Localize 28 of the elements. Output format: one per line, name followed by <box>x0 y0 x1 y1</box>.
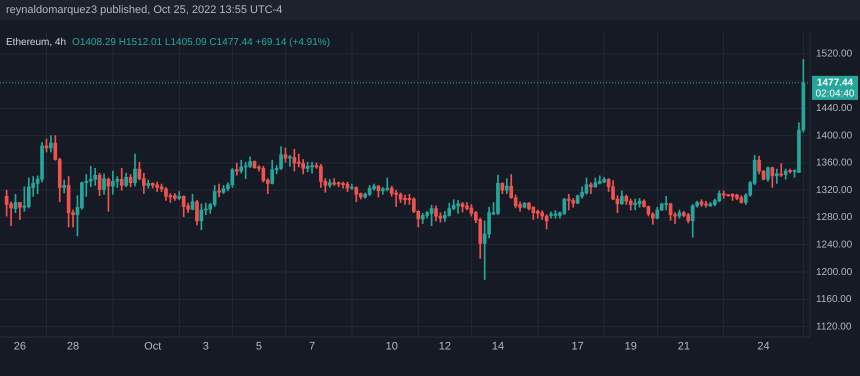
ref-line-label: 1477.44 <box>816 78 854 89</box>
x-tick-label: Oct <box>144 340 162 352</box>
y-tick-label: 1120.00 <box>816 321 852 332</box>
x-tick-label: 5 <box>256 340 262 352</box>
y-tick-label: 1520.00 <box>816 48 853 60</box>
text: 02:04:40 <box>816 88 855 100</box>
x-tick-label: 28 <box>66 340 80 352</box>
text: reynaldomarquez3 published, Oct 25, 2022 13:55 UTC-4 <box>0 0 860 20</box>
x-tick-label: 7 <box>308 340 316 352</box>
y-tick-label: 1320.00 <box>816 184 853 196</box>
y-tick-label: 1360.00 <box>816 158 853 169</box>
text: O1408.29 H1512.01 L1405.09 C1477.44 +69.14 (+4.91%) <box>72 36 330 48</box>
y-tick-label: 1280.00 <box>816 212 853 224</box>
x-tick-label: 21 <box>678 340 690 352</box>
x-tick-label: 26 <box>14 340 26 352</box>
x-tick-label: 19 <box>624 340 637 352</box>
x-tick-label: 10 <box>386 340 398 352</box>
x-tick-label: 14 <box>492 340 504 352</box>
x-tick-label: 24 <box>757 340 770 352</box>
y-tick-label: 1160.00 <box>816 294 852 306</box>
y-tick-label: 1240.00 <box>816 239 853 250</box>
y-tick-label: 1200.00 <box>816 266 853 278</box>
y-tick-label: 1400.00 <box>816 130 853 142</box>
x-tick-label: 17 <box>572 340 584 352</box>
y-tick-label: 1440.00 <box>816 103 853 114</box>
text: Ethereum, 4h <box>6 36 66 48</box>
x-tick-label: 12 <box>438 340 451 352</box>
x-tick-label: 3 <box>202 340 209 352</box>
